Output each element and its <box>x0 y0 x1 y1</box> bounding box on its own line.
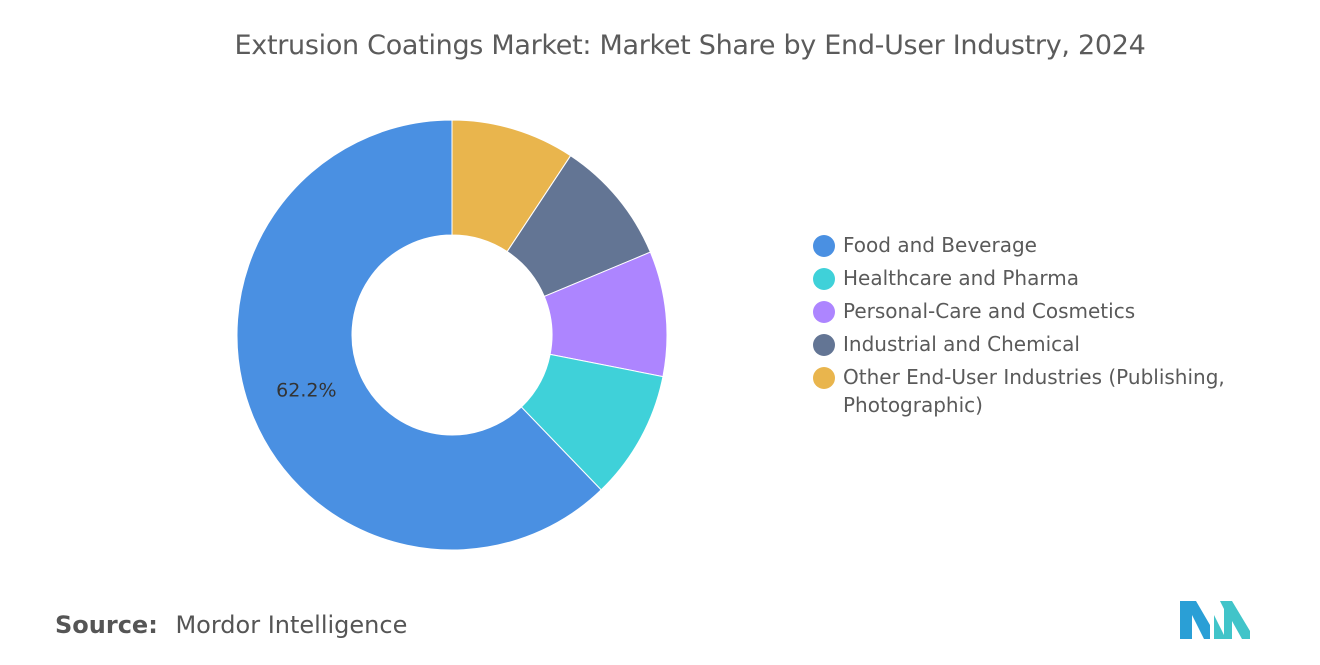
legend-label: Food and Beverage <box>843 233 1037 257</box>
source-value: Mordor Intelligence <box>175 611 408 639</box>
legend: Food and Beverage Healthcare and Pharma … <box>813 231 1293 424</box>
slice-food-beverage <box>236 119 602 551</box>
legend-dot-industrial-chemical <box>813 334 835 356</box>
chart-title: Extrusion Coatings Market: Market Share … <box>234 30 1146 61</box>
legend-item-food-beverage: Food and Beverage <box>813 231 1293 259</box>
legend-label: Other End-User Industries (Publishing, P… <box>843 365 1225 417</box>
legend-dot-healthcare-pharma <box>813 268 835 290</box>
mordor-intelligence-logo-icon <box>1180 601 1250 639</box>
legend-label: Healthcare and Pharma <box>843 266 1079 290</box>
data-label-food-beverage: 62.2% <box>276 380 336 402</box>
source-line: Source: Mordor Intelligence <box>55 611 407 639</box>
legend-dot-food-beverage <box>813 235 835 257</box>
legend-item-healthcare-pharma: Healthcare and Pharma <box>813 264 1293 292</box>
legend-item-personal-care: Personal-Care and Cosmetics <box>813 297 1293 325</box>
legend-dot-personal-care <box>813 301 835 323</box>
source-key: Source: <box>55 611 158 639</box>
legend-label: Industrial and Chemical <box>843 332 1080 356</box>
legend-label: Personal-Care and Cosmetics <box>843 299 1136 323</box>
legend-item-other-industries: Other End-User Industries (Publishing, P… <box>813 363 1293 419</box>
legend-item-industrial-chemical: Industrial and Chemical <box>813 330 1293 358</box>
legend-dot-other-industries <box>813 367 835 389</box>
